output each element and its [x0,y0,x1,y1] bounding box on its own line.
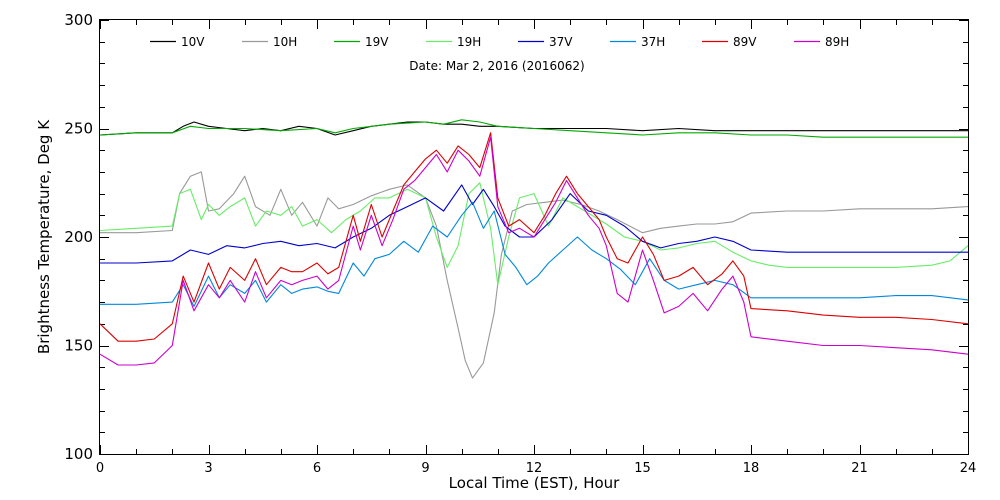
x-tick-label: 9 [421,461,429,476]
x-tick-label: 24 [960,461,977,476]
x-tick-label: 0 [96,461,104,476]
series-line-89v [99,132,969,342]
series-lines [99,119,969,379]
series-line-37h [100,201,969,307]
y-axis-label: Brightness Temperature, Deg K [35,119,53,354]
legend: 10V 10H 19V 19H 37V 37H 89V 89H [150,35,849,49]
legend-label-19h: 19H [457,35,481,49]
series-line-19h [99,182,969,286]
series-line-89h [99,136,969,366]
legend-label-10h: 10H [273,35,297,49]
series-line-37v [100,184,968,264]
y-tick-label: 200 [64,228,93,246]
x-tick-label: 3 [204,461,212,476]
series-line-19v [99,119,968,138]
y-tick-label: 100 [64,445,93,463]
x-tick-label: 15 [634,461,651,476]
axis-ticks [100,20,969,455]
y-tick-label: 150 [64,337,93,355]
plot-frame [99,19,969,455]
axis-tick-labels: 0 3 6 9 12 15 18 21 24 100 150 200 250 300 [64,11,976,476]
legend-label-37h: 37H [641,35,665,49]
x-axis-label: Local Time (EST), Hour [449,474,620,492]
x-tick-label: 18 [743,461,760,476]
legend-label-37v: 37V [549,35,573,49]
series-line-10h [100,171,969,379]
legend-label-89h: 89H [825,35,849,49]
legend-label-19v: 19V [365,35,389,49]
x-tick-label: 12 [526,461,543,476]
x-tick-label: 6 [313,461,321,476]
legend-label-89v: 89V [733,35,757,49]
x-tick-label: 21 [851,461,868,476]
y-tick-label: 250 [64,120,93,138]
y-tick-label: 300 [64,11,93,29]
legend-label-10v: 10V [181,35,205,49]
chart-title: Date: Mar 2, 2016 (2016062) [409,59,584,73]
